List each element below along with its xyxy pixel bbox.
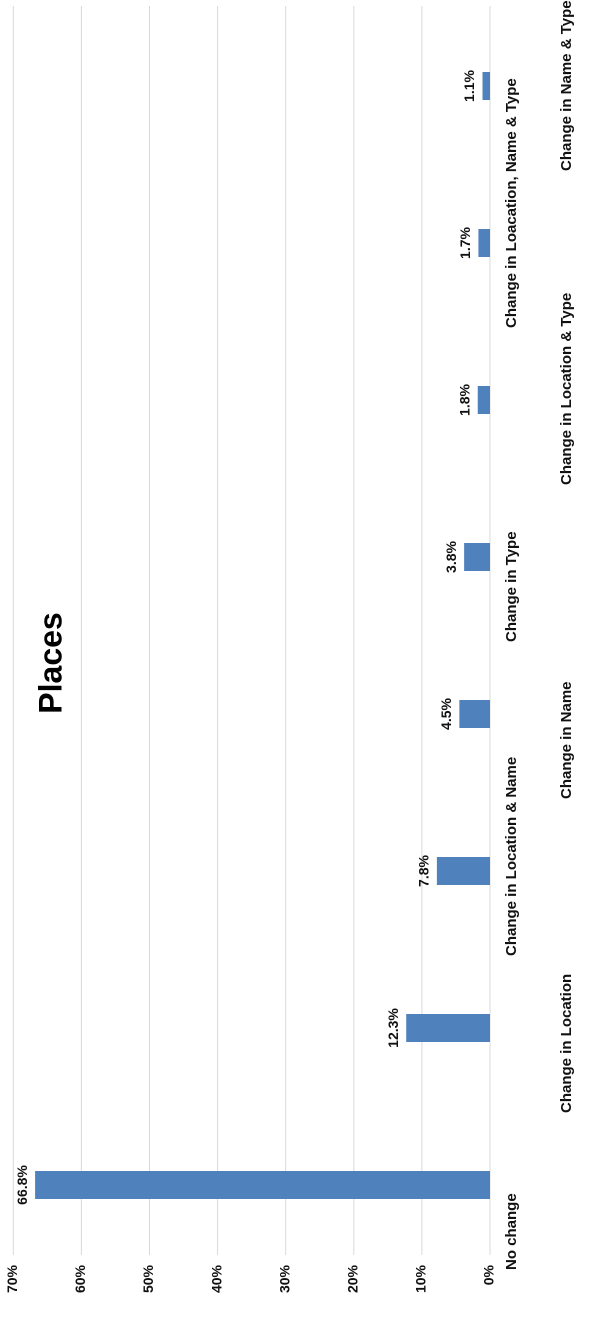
data-label: 7.8% <box>416 854 432 886</box>
category-label: Change in Loacation, Name & Type <box>503 78 520 328</box>
value-tick-label: 30% <box>276 1264 292 1293</box>
bar <box>478 229 490 257</box>
bar <box>35 1171 490 1199</box>
value-tick-label: 40% <box>208 1264 224 1293</box>
category-label: No change <box>503 1193 520 1270</box>
bar <box>477 386 490 414</box>
category-label: Change in Name <box>558 681 575 799</box>
data-label: 1.8% <box>456 383 472 415</box>
data-label: 1.1% <box>461 69 477 101</box>
category-axis-labels: No change Change in Location Change in Loc… <box>503 0 575 1270</box>
value-axis-tick-labels: 0% 10% 20% 30% 40% 50% 60% 70% <box>4 1264 497 1293</box>
bar <box>436 857 490 885</box>
value-tick-label: 0% <box>481 1264 497 1285</box>
category-label: Change in Location & Type <box>558 293 575 485</box>
data-label: 4.5% <box>438 697 454 729</box>
bar <box>459 700 490 728</box>
value-tick-label: 10% <box>413 1264 429 1293</box>
data-label: 12.3% <box>385 1008 401 1048</box>
category-label: Change in Name & Type <box>558 0 575 171</box>
value-tick-label: 50% <box>140 1264 156 1293</box>
bar <box>406 1014 490 1042</box>
bars <box>35 72 490 1199</box>
category-label: Change in Location <box>558 974 575 1113</box>
chart-title: Places <box>32 612 68 713</box>
data-label: 3.8% <box>443 540 459 572</box>
bar <box>482 72 490 100</box>
gridlines <box>12 6 491 1255</box>
data-labels: 66.8% 12.3% 7.8% 4.5% 3.8% 1.8% 1.7% 1.1% <box>14 69 477 1204</box>
value-tick-label: 70% <box>4 1264 20 1293</box>
data-label: 1.7% <box>457 226 473 258</box>
value-tick-label: 60% <box>72 1264 88 1293</box>
value-tick-label: 20% <box>345 1264 361 1293</box>
data-label: 66.8% <box>14 1165 30 1205</box>
category-label: Change in Type <box>503 531 520 642</box>
category-label: Change in Location & Name <box>503 757 520 956</box>
bar <box>464 543 490 571</box>
